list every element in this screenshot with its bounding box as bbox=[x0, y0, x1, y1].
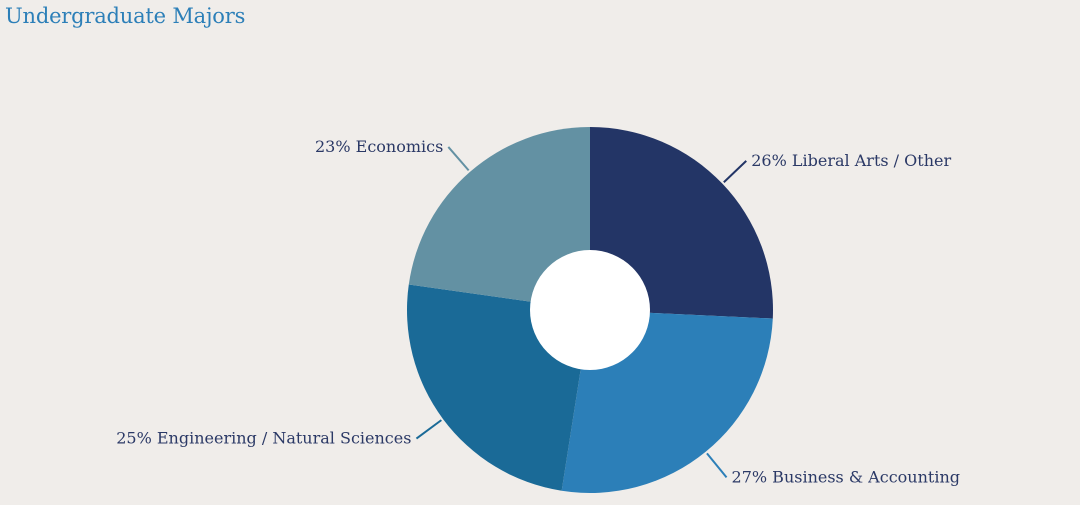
leader-line-liberal-arts bbox=[723, 160, 747, 183]
leader-line-economics bbox=[447, 146, 470, 172]
slice-label-engineering: 25% Engineering / Natural Sciences bbox=[116, 429, 411, 448]
leader-line-engineering bbox=[415, 419, 442, 440]
slice-label-business: 27% Business & Accounting bbox=[732, 467, 960, 486]
slice-label-economics: 23% Economics bbox=[315, 137, 443, 156]
slice-economics bbox=[408, 127, 590, 310]
chart-title: Undergraduate Majors bbox=[5, 4, 246, 28]
donut-hole bbox=[530, 250, 650, 370]
leader-line-business bbox=[706, 452, 728, 479]
slice-callouts: 26% Liberal Arts / Other 27% Business & A… bbox=[116, 137, 960, 486]
slice-label-liberal-arts: 26% Liberal Arts / Other bbox=[751, 151, 951, 170]
slice-liberal-arts bbox=[590, 127, 773, 319]
